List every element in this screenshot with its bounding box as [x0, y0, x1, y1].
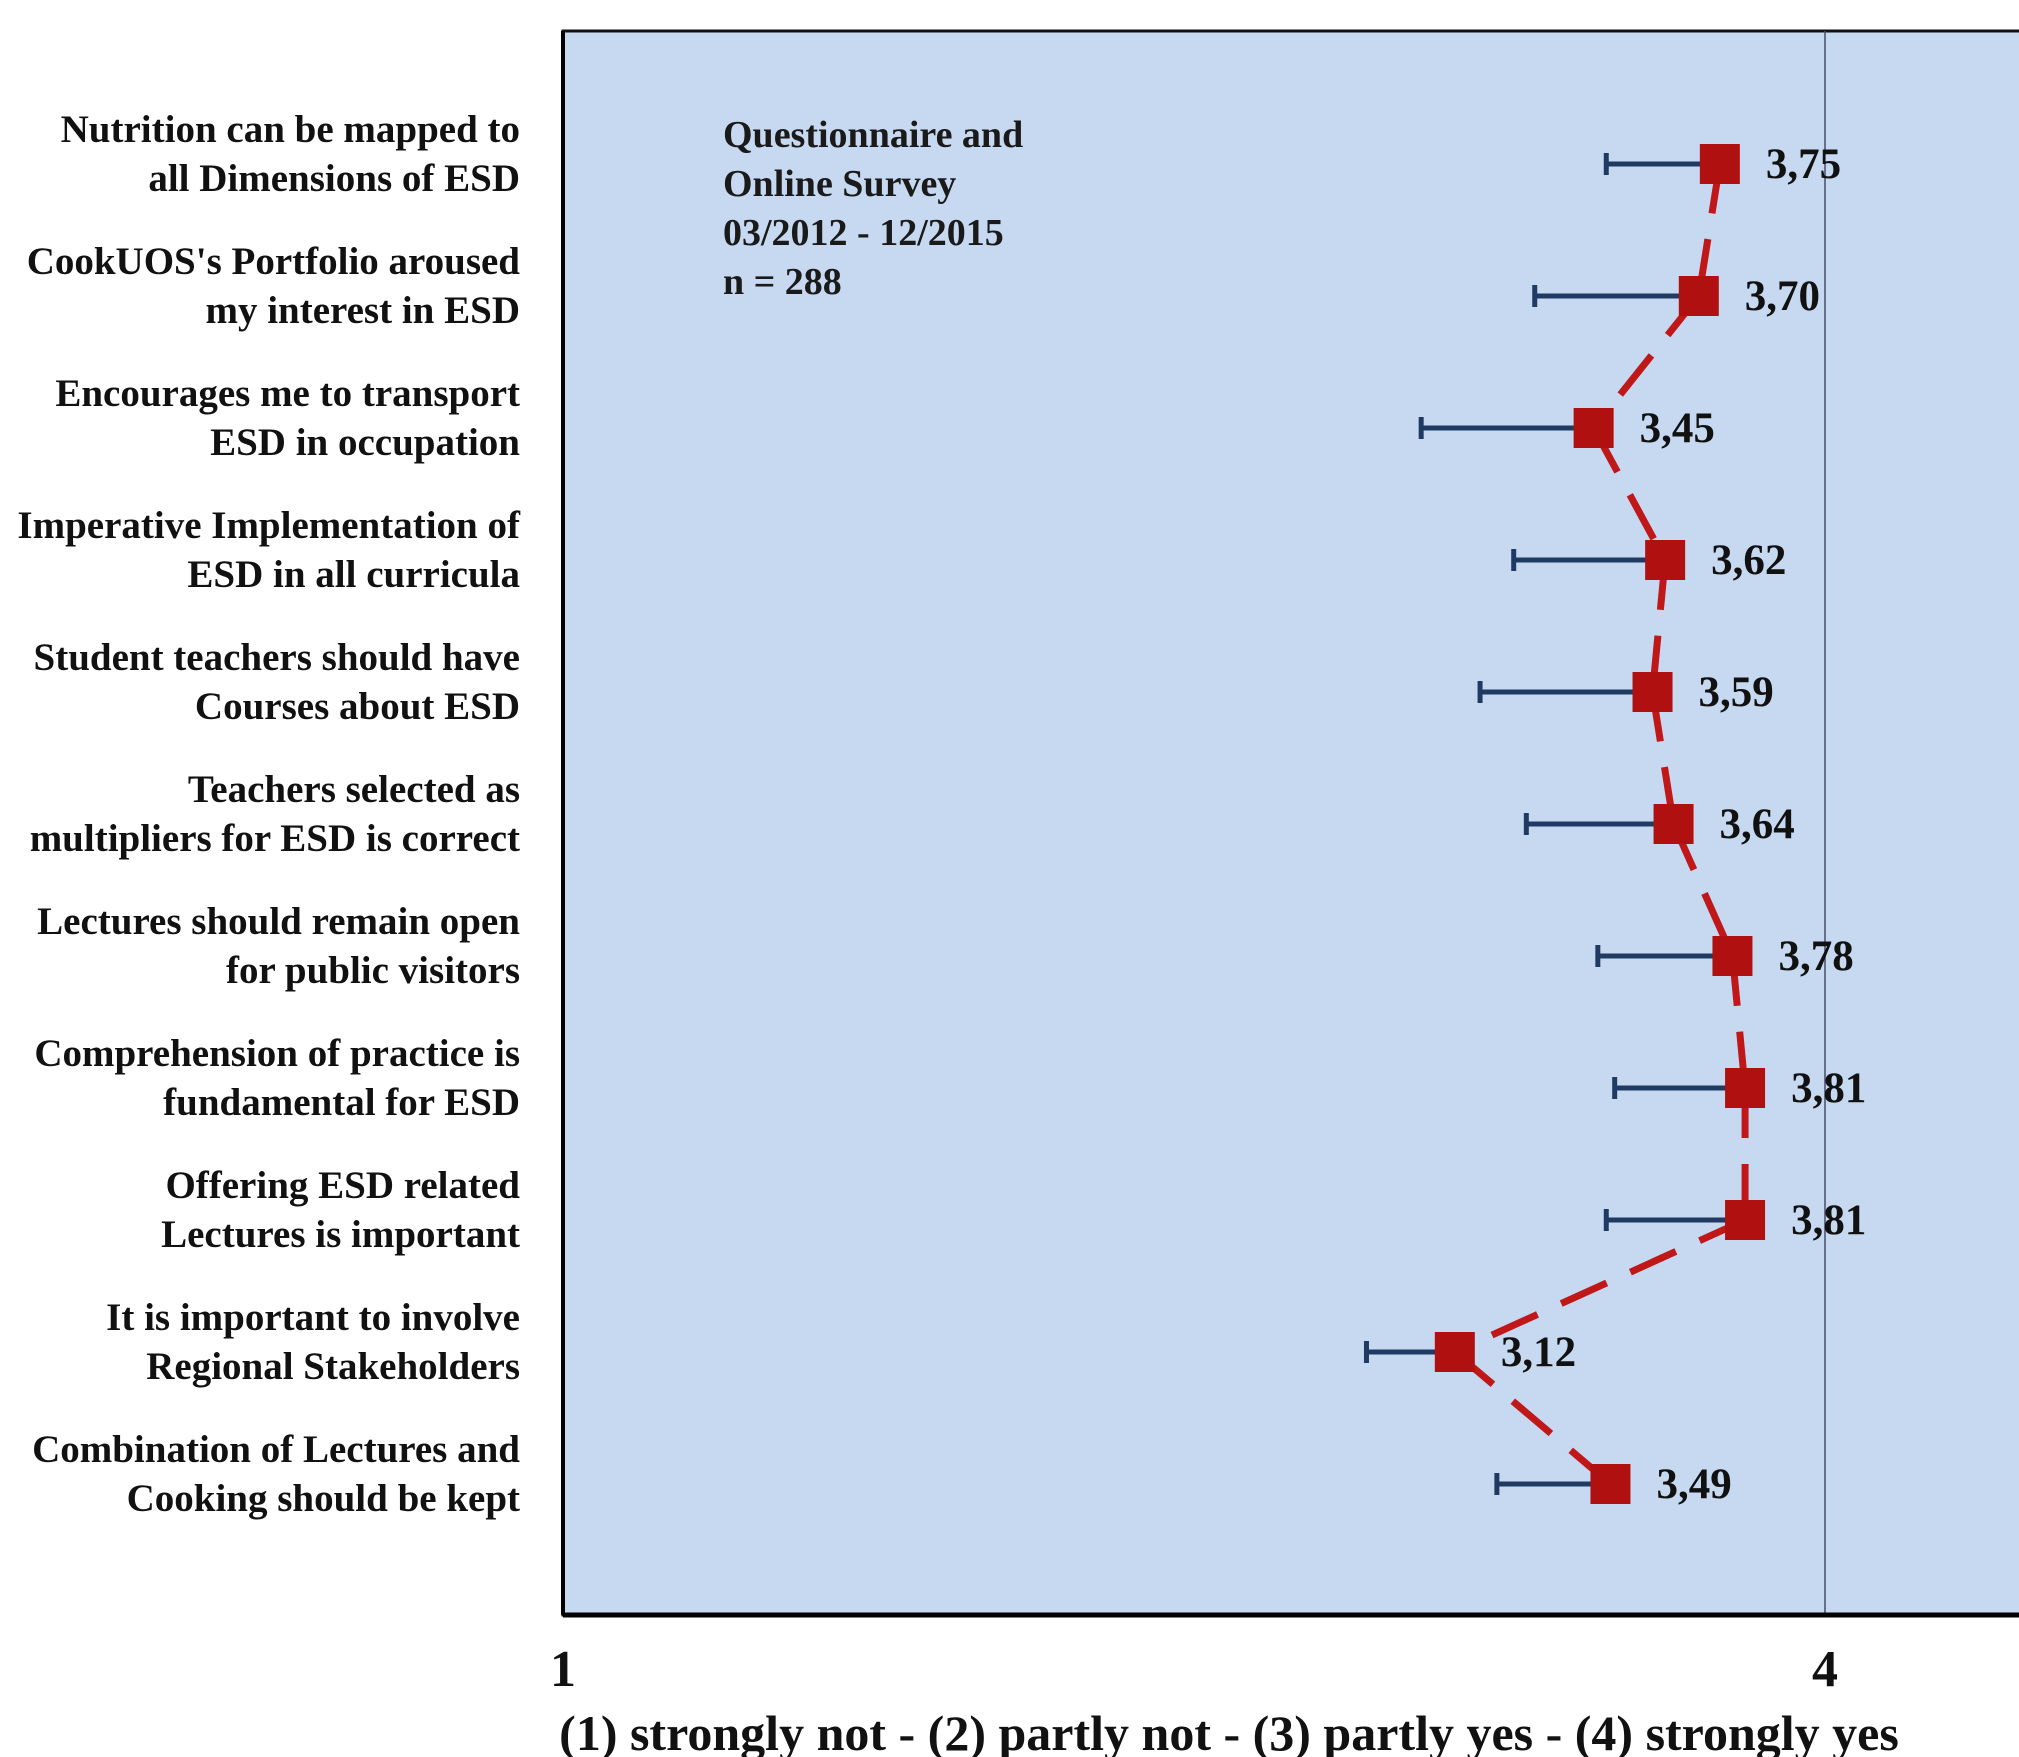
- data-point: [1434, 1332, 1475, 1372]
- category-label: Nutrition can be mapped to all Dimensions…: [61, 108, 520, 200]
- note-line-2: Online Survey: [723, 163, 956, 205]
- value-label: 3,81: [1791, 1065, 1866, 1112]
- category-label-line: ESD in all curricula: [187, 553, 520, 596]
- connector-segment: [1728, 955, 1749, 1089]
- category-label-line: for public visitors: [226, 949, 520, 992]
- error-bars: [1363, 153, 1746, 1495]
- category-label-line: all Dimensions of ESD: [148, 157, 520, 200]
- value-label: 3,70: [1745, 273, 1820, 320]
- category-label-line: Student teachers should have: [34, 636, 520, 679]
- category-label: Imperative Implementation of ESD in all c…: [17, 504, 521, 596]
- category-label-line: Teachers selected as: [188, 768, 520, 811]
- connector-segment: [1452, 1349, 1613, 1487]
- value-labels: 3,75 3,70 3,45 3,62 3,59 3,64 3,78 3,81 3,81 3,12…: [1501, 141, 1867, 1508]
- connector-segment: [1590, 293, 1702, 431]
- category-label-line: Lectures should remain open: [37, 900, 520, 943]
- category-label-line: Lectures is important: [161, 1213, 520, 1256]
- category-label: CookUOS's Portfolio aroused my interest i…: [27, 240, 521, 332]
- connector-lines: [1452, 163, 1749, 1487]
- connector-segment: [1649, 691, 1678, 825]
- connector-segment: [1670, 822, 1736, 958]
- category-label: Teachers selected as multipliers for ESD …: [30, 768, 520, 860]
- data-point: [1699, 144, 1740, 184]
- category-label-line: Encourages me to transport: [55, 372, 520, 415]
- x-tick-min: 1: [550, 1641, 576, 1698]
- connector-segment: [1453, 1216, 1747, 1356]
- value-label: 3,64: [1720, 801, 1795, 848]
- category-labels: Nutrition can be mapped to all Dimensions…: [17, 108, 521, 1520]
- data-point: [1653, 804, 1694, 844]
- category-label: Comprehension of practice is fundamental …: [34, 1032, 520, 1124]
- category-label-line: Regional Stakeholders: [146, 1345, 520, 1388]
- category-label-line: Combination of Lectures and: [32, 1428, 520, 1471]
- value-label: 3,62: [1711, 537, 1786, 584]
- category-label-line: ESD in occupation: [210, 421, 520, 464]
- connector-segment: [1649, 559, 1669, 693]
- markers: [1434, 144, 1766, 1504]
- category-label-line: Courses about ESD: [195, 685, 520, 728]
- note-line-4: n = 288: [723, 261, 842, 303]
- category-label: Lectures should remain open for public vi…: [37, 900, 520, 992]
- plot-area: [561, 29, 2019, 1617]
- category-label-line: Comprehension of practice is: [34, 1032, 520, 1075]
- data-point: [1645, 540, 1686, 580]
- category-label-line: Cooking should be kept: [127, 1477, 520, 1520]
- value-label: 3,75: [1766, 141, 1841, 188]
- data-point: [1590, 1464, 1631, 1504]
- category-label: Combination of Lectures and Cooking shoul…: [32, 1428, 520, 1520]
- category-label: Offering ESD related Lectures is importan…: [161, 1164, 520, 1256]
- value-label: 3,12: [1501, 1329, 1576, 1376]
- category-label-line: Nutrition can be mapped to: [61, 108, 520, 151]
- data-point: [1573, 408, 1614, 448]
- data-point: [1725, 1200, 1766, 1240]
- note-line-1: Questionnaire and: [723, 114, 1023, 156]
- category-label-line: It is important to involve: [106, 1296, 520, 1339]
- value-label: 3,59: [1699, 669, 1774, 716]
- category-label: Student teachers should have Courses abou…: [34, 636, 520, 728]
- note-line-3: 03/2012 - 12/2015: [723, 212, 1004, 254]
- category-label-line: CookUOS's Portfolio aroused: [27, 240, 521, 283]
- data-point: [1678, 276, 1719, 316]
- connector-segment: [1590, 426, 1669, 562]
- category-label-line: multipliers for ESD is correct: [30, 817, 520, 860]
- survey-note: Questionnaire and Online Survey 03/2012 …: [723, 114, 1033, 303]
- x-axis-title: (1) strongly not - (2) partly not - (3) …: [559, 1705, 1899, 1757]
- value-label: 3,49: [1656, 1461, 1731, 1508]
- category-label-line: fundamental for ESD: [163, 1081, 520, 1124]
- category-label-line: my interest in ESD: [205, 289, 520, 332]
- category-label-line: Imperative Implementation of: [17, 504, 521, 547]
- data-point: [1632, 672, 1673, 712]
- data-point: [1712, 936, 1753, 976]
- category-label: It is important to involve Regional Stake…: [106, 1296, 520, 1388]
- category-label-line: Offering ESD related: [165, 1164, 520, 1207]
- value-label: 3,78: [1778, 933, 1853, 980]
- value-label: 3,81: [1791, 1197, 1866, 1244]
- connector-segment: [1695, 163, 1724, 297]
- category-label: Encourages me to transport ESD in occupat…: [55, 372, 520, 464]
- data-point: [1725, 1068, 1766, 1108]
- x-tick-max: 4: [1812, 1641, 1838, 1698]
- value-label: 3,45: [1640, 405, 1715, 452]
